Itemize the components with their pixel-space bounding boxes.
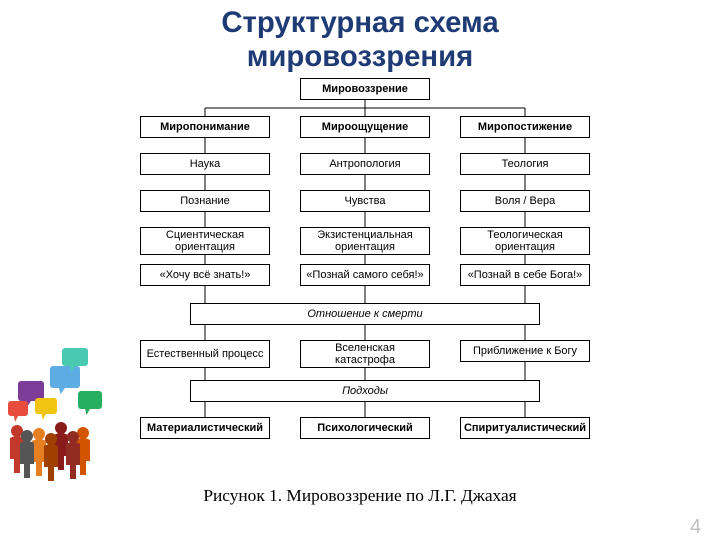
node-label: Спиритуалистический (464, 422, 586, 434)
node-label: Миропонимание (160, 121, 250, 133)
node-label: Теологическая ориентация (465, 229, 585, 253)
node-label: «Хочу всё знать!» (160, 269, 251, 281)
title-line-1: Структурная схема (0, 6, 720, 40)
node-l7_center: Вселенская катастрофа (300, 340, 430, 368)
node-label: Мироощущение (322, 121, 408, 133)
node-l1_right: Миропостижение (460, 116, 590, 138)
slide-title: Структурная схема мировоззрения (0, 6, 720, 73)
node-l5_left: «Хочу всё знать!» (140, 264, 270, 286)
worldview-diagram: Мировоззрение Миропонимание Мироощущение Ми… (115, 78, 615, 473)
node-label: Воля / Вера (495, 195, 555, 207)
node-label: Мировоззрение (322, 83, 408, 95)
node-label: Подходы (342, 385, 388, 397)
node-l2_center: Антропология (300, 153, 430, 175)
node-label: Наука (190, 158, 221, 170)
node-label: Миропостижение (478, 121, 572, 133)
node-l5_center: «Познай самого себя!» (300, 264, 430, 286)
title-line-2: мировоззрения (0, 40, 720, 74)
node-l9_right: Спиритуалистический (460, 417, 590, 439)
node-l7_right: Приближение к Богу (460, 340, 590, 362)
node-l3_left: Познание (140, 190, 270, 212)
node-label: «Познай в себе Бога!» (468, 269, 583, 281)
people-icon-graphic (0, 336, 115, 486)
node-l7_left: Естественный процесс (140, 340, 270, 368)
node-label: Экзистенциальная ориентация (305, 229, 425, 253)
node-l4_right: Теологическая ориентация (460, 227, 590, 255)
node-label: «Познай самого себя!» (306, 269, 423, 281)
node-label: Познание (180, 195, 229, 207)
node-label: Психологический (317, 422, 413, 434)
node-l9_left: Материалистический (140, 417, 270, 439)
node-l1_left: Миропонимание (140, 116, 270, 138)
node-l4_center: Экзистенциальная ориентация (300, 227, 430, 255)
node-wide2: Подходы (190, 380, 540, 402)
node-root: Мировоззрение (300, 78, 430, 100)
node-label: Антропология (329, 158, 400, 170)
node-l1_center: Мироощущение (300, 116, 430, 138)
node-l5_right: «Познай в себе Бога!» (460, 264, 590, 286)
node-label: Материалистический (147, 422, 263, 434)
node-l2_right: Теология (460, 153, 590, 175)
node-label: Отношение к смерти (307, 308, 422, 320)
node-label: Сциентическая ориентация (145, 229, 265, 253)
node-l9_center: Психологический (300, 417, 430, 439)
node-wide1: Отношение к смерти (190, 303, 540, 325)
node-l3_right: Воля / Вера (460, 190, 590, 212)
figure-caption: Рисунок 1. Мировоззрение по Л.Г. Джахая (0, 486, 720, 506)
node-label: Приближение к Богу (473, 345, 577, 357)
node-l2_left: Наука (140, 153, 270, 175)
node-label: Естественный процесс (147, 348, 264, 360)
page-number: 4 (690, 516, 701, 539)
node-l4_left: Сциентическая ориентация (140, 227, 270, 255)
node-label: Вселенская катастрофа (305, 342, 425, 366)
node-label: Чувства (345, 195, 386, 207)
node-label: Теология (502, 158, 549, 170)
node-l3_center: Чувства (300, 190, 430, 212)
